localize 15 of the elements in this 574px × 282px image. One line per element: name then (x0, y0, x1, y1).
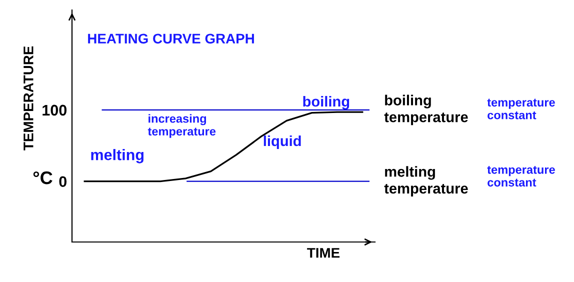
annotation: increasing temperature (148, 114, 216, 138)
y-tick-label: 100 (42, 104, 67, 116)
ref-line-label: melting temperature (384, 166, 468, 197)
annotation: boiling (303, 96, 350, 110)
x-axis-title: TIME (307, 248, 340, 258)
text: HEATING CURVE GRAPH (88, 34, 254, 44)
line-series (84, 111, 364, 182)
annotation: melting (91, 149, 144, 164)
y-tick-label: 0 (59, 176, 67, 188)
text: °C (33, 171, 52, 184)
y-axis-title: TEMPERATURE (24, 46, 34, 150)
text: temperature constant (487, 166, 555, 187)
annotation: liquid (264, 135, 301, 150)
ref-line-label: boiling temperature (384, 94, 468, 126)
text: temperature constant (487, 98, 555, 120)
